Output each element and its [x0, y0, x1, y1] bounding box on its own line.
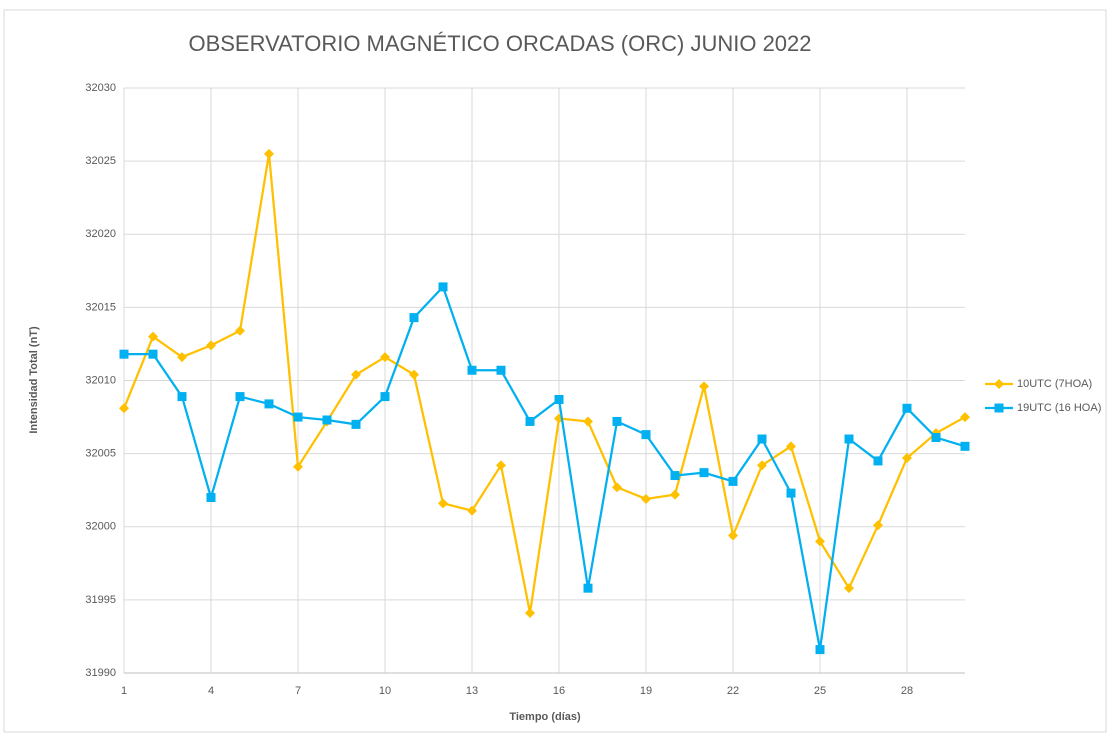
- marker: [119, 403, 129, 414]
- marker: [148, 331, 158, 342]
- marker: [931, 433, 941, 443]
- marker: [612, 482, 622, 493]
- y-tick-label: 32015: [85, 301, 116, 313]
- y-tick-label: 32020: [85, 228, 116, 240]
- y-tick-label: 31995: [85, 594, 116, 606]
- marker: [235, 392, 245, 402]
- marker: [994, 379, 1004, 389]
- x-tick-label: 13: [466, 685, 478, 697]
- x-axis-title: Tiempo (días): [509, 711, 581, 723]
- marker: [960, 412, 970, 423]
- marker: [583, 583, 593, 593]
- marker: [380, 352, 390, 363]
- marker: [670, 471, 680, 481]
- marker: [786, 441, 796, 452]
- marker: [815, 645, 825, 655]
- marker: [902, 403, 912, 413]
- marker: [844, 583, 854, 594]
- marker: [670, 489, 680, 500]
- y-tick-label: 32005: [85, 448, 116, 460]
- marker: [206, 493, 216, 502]
- x-tick-label: 25: [814, 685, 826, 697]
- marker: [177, 352, 187, 363]
- marker: [757, 460, 767, 471]
- marker: [119, 349, 129, 359]
- marker: [525, 416, 535, 426]
- marker: [728, 476, 738, 486]
- marker: [844, 434, 854, 444]
- marker: [960, 441, 970, 451]
- marker: [699, 468, 709, 478]
- marker: [554, 395, 564, 405]
- legend-label: 10UTC (7HOA): [1017, 378, 1092, 390]
- y-axis-title: Intensidad Total (nT): [28, 326, 40, 434]
- marker: [438, 498, 448, 509]
- marker: [148, 349, 158, 359]
- y-tick-label: 32025: [85, 155, 116, 167]
- marker: [786, 488, 796, 498]
- x-tick-label: 16: [553, 685, 565, 697]
- marker: [264, 148, 274, 159]
- series-line: [124, 284, 966, 650]
- y-tick-label: 31990: [85, 667, 116, 679]
- legend-label: 19UTC (16 HOA): [1017, 402, 1101, 414]
- marker: [380, 392, 390, 402]
- x-tick-label: 4: [208, 685, 214, 697]
- marker: [293, 412, 303, 422]
- x-tick-label: 7: [295, 685, 301, 697]
- marker: [409, 313, 419, 323]
- marker: [873, 456, 883, 466]
- chart-title: OBSERVATORIO MAGNÉTICO ORCADAS (ORC) JUN…: [188, 31, 811, 56]
- marker: [902, 453, 912, 464]
- marker: [496, 365, 506, 375]
- marker: [467, 505, 477, 516]
- marker: [583, 416, 593, 427]
- marker: [293, 461, 303, 472]
- marker: [525, 608, 535, 619]
- marker: [873, 520, 883, 531]
- marker: [728, 530, 738, 541]
- marker: [612, 416, 622, 426]
- marker: [641, 493, 651, 504]
- marker: [206, 340, 216, 351]
- marker: [409, 369, 419, 380]
- marker: [496, 460, 506, 471]
- marker: [815, 536, 825, 547]
- y-tick-label: 32000: [85, 521, 116, 533]
- y-tick-label: 32010: [85, 374, 116, 386]
- x-tick-label: 1: [121, 685, 127, 697]
- marker: [438, 282, 448, 292]
- marker: [699, 381, 709, 392]
- marker: [351, 369, 361, 380]
- marker: [467, 365, 477, 375]
- marker: [994, 403, 1004, 413]
- x-tick-label: 10: [379, 685, 391, 697]
- marker: [757, 434, 767, 444]
- x-tick-label: 19: [640, 685, 652, 697]
- y-tick-label: 32030: [85, 82, 116, 94]
- marker: [641, 430, 651, 440]
- chart-frame: [3, 9, 1107, 733]
- marker: [322, 415, 332, 425]
- marker: [235, 325, 245, 336]
- marker: [264, 399, 274, 409]
- marker: [351, 419, 361, 429]
- x-tick-label: 22: [727, 685, 739, 697]
- marker: [177, 392, 187, 402]
- x-tick-label: 28: [901, 685, 913, 697]
- series-line: [122, 153, 966, 614]
